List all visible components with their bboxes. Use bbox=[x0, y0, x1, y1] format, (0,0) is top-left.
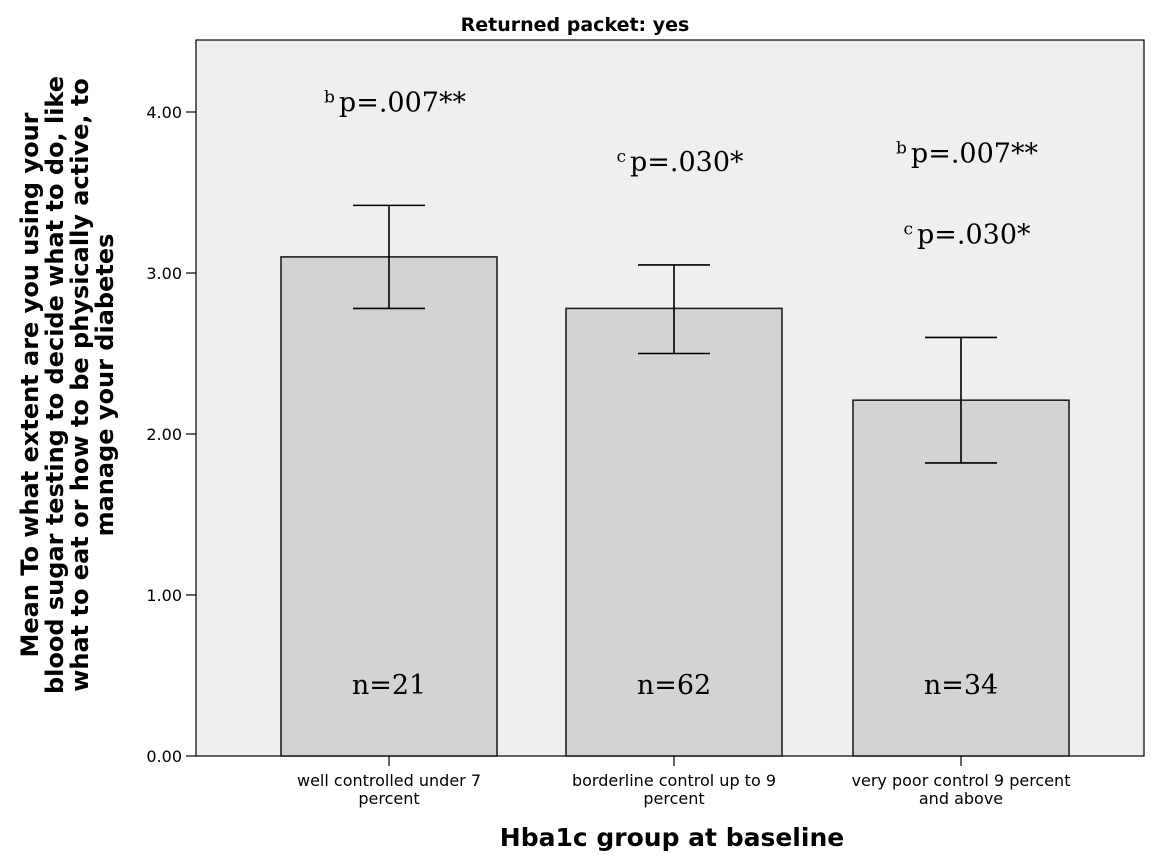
x-tick-label: very poor control 9 percent and above bbox=[852, 771, 1071, 808]
n-label: n=62 bbox=[637, 670, 711, 701]
bars: n=21b p=.007**n=62c p=.030*n=34b p=.007**c p… bbox=[280, 87, 1070, 757]
y-axis-label-line: what to eat or how to be physically acti… bbox=[66, 78, 94, 692]
annotation-p-value: p=.030* bbox=[630, 147, 744, 178]
y-axis-label-line: blood sugar testing to decide what to do… bbox=[41, 76, 69, 694]
y-tick-label: 3.00 bbox=[146, 264, 182, 283]
significance-annotation: b p=.007** bbox=[324, 87, 466, 118]
annotation-p-value: p=.007** bbox=[911, 138, 1039, 169]
x-tick-label: well controlled under 7 percent bbox=[297, 771, 481, 808]
y-tick-label: 1.00 bbox=[146, 586, 182, 605]
bar bbox=[280, 256, 498, 757]
n-label: n=21 bbox=[352, 670, 426, 701]
annotation-superscript: c bbox=[616, 147, 626, 167]
x-axis-label: Hba1c group at baseline bbox=[500, 823, 844, 852]
y-axis-label-line: Mean To what extent are you using your bbox=[16, 112, 44, 657]
significance-annotation: c p=.030* bbox=[903, 219, 1031, 250]
significance-annotation: b p=.007** bbox=[896, 138, 1038, 169]
annotation-p-value: p=.030* bbox=[917, 219, 1031, 250]
y-axis: 0.00 1.00 2.00 3.00 4.00 bbox=[146, 103, 196, 766]
bar bbox=[565, 307, 783, 757]
annotation-superscript: c bbox=[903, 219, 913, 239]
significance-annotation: c p=.030* bbox=[616, 147, 744, 178]
x-axis: well controlled under 7 percent borderline… bbox=[297, 756, 1070, 808]
annotation-superscript: b bbox=[324, 87, 335, 107]
x-tick-label: borderline control up to 9 percent bbox=[572, 771, 776, 808]
chart-title: Returned packet: yes bbox=[461, 14, 690, 36]
y-tick-label: 2.00 bbox=[146, 425, 182, 444]
annotation-p-value: p=.007** bbox=[339, 87, 467, 118]
n-label: n=34 bbox=[924, 670, 998, 701]
annotation-superscript: b bbox=[896, 138, 907, 158]
y-tick-label: 0.00 bbox=[146, 747, 182, 766]
y-axis-label: Mean To what extent are you using yourbl… bbox=[16, 76, 119, 694]
y-tick-label: 4.00 bbox=[146, 103, 182, 122]
y-axis-label-line: manage your diabetes bbox=[91, 234, 119, 537]
